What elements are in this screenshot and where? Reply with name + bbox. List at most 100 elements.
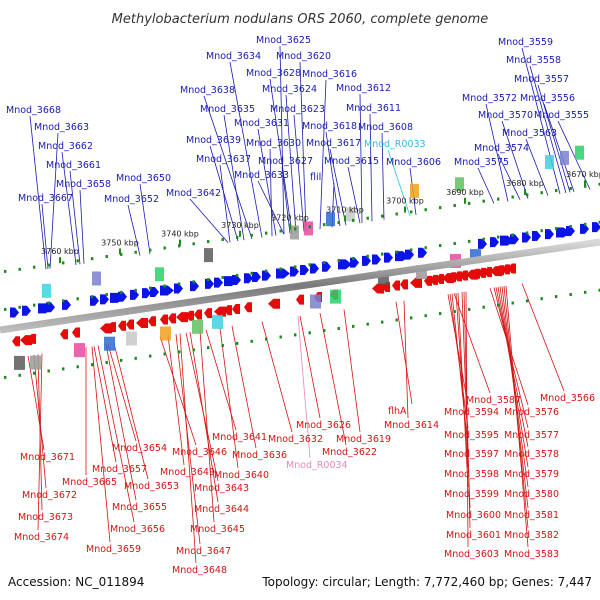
scale-row-outer-tick [511,195,514,199]
forward-gene-arrow [100,294,109,305]
scale-row-inner-tick [221,276,224,279]
leader-line-bottom [465,291,469,548]
gene-label-bottom: Mnod_3644 [194,504,249,515]
reverse-gene-arrow [436,274,444,285]
scale-row-outer-tick [18,267,21,271]
leader-line-top [319,79,327,230]
scale-row-below-tick [62,367,65,371]
gene-labels: Mnod_3668 Mnod_3663 Mnod_3662 Mnod_3661 Mnod… [6,35,595,576]
forward-gene-arrow [350,257,359,268]
feature-box-upper [304,221,313,236]
gene-label-top: Mnod_R0033 [364,139,426,150]
reverse-gene-arrow [410,277,422,288]
scale-row-outer-tick [439,206,442,210]
gene-label-top: Mnod_3608 [358,122,413,133]
leader-line-bottom [199,330,215,523]
scale-row-below-tick [381,320,384,324]
forward-gene-arrow [160,285,174,296]
leader-line-top [501,120,529,199]
feature-tracks [10,145,600,370]
scale-row-below-tick [33,371,36,375]
gene-label-top: Mnod_3572 [462,93,517,104]
scale-row-outer-tick [598,182,600,186]
scale-row-outer-tick [424,208,427,212]
leader-line-top [557,120,591,190]
forward-gene-arrow [142,288,151,299]
leader-line-bottom [451,293,469,448]
gene-label-top: Mnod_3558 [506,55,561,66]
leader-line-top [543,103,575,192]
reverse-gene-arrow [72,327,80,338]
scale-major-tick [404,206,406,213]
reverse-gene-arrow [502,264,510,275]
reverse-gene-arrow [460,270,468,281]
scale-row-inner-tick [192,280,195,284]
scale-row-inner-tick [410,248,413,252]
scale-row-outer-tick [555,189,558,193]
gene-label-top: Mnod_3616 [302,69,357,80]
scale-row-below-tick [337,327,340,330]
gene-label-top: Mnod_3663 [34,122,89,133]
leader-line-top [293,114,305,232]
forward-gene-arrow [118,291,127,302]
scale-row-below-tick [555,295,558,299]
feature-box-upper [410,183,419,198]
forward-gene-arrow [372,254,381,265]
scale-row-below-tick [265,337,268,341]
gene-label-top: Mnod_3662 [38,141,93,152]
scale-row-outer-tick [526,193,529,197]
forward-gene-arrow [130,289,139,300]
gene-label-top: Mnod_3623 [270,104,325,115]
gene-label-top: Mnod_3652 [104,194,159,205]
leader-line-bottom [403,300,409,419]
feature-box-upper [155,267,164,282]
gene-label-bottom: Mnod_3646 [172,447,227,458]
gene-label-bottom: Mnod_3632 [268,434,323,445]
scale-row-below-tick [395,318,398,322]
reverse-gene-arrow [176,312,188,323]
scale-row-outer-tick [178,244,181,248]
gene-label-bottom: Mnod_3598 [444,469,499,480]
gene-label-top: Mnod_3574 [474,143,529,154]
gene-label-bottom: Mnod_3645 [190,524,245,535]
scale-row-outer-tick [265,231,268,235]
scale-tick-label: 3670 kbp [566,170,600,179]
gene-label-top: Mnod_3611 [346,103,401,114]
gene-label-top: Mnod_3650 [116,173,171,184]
leader-line-bottom [91,346,111,543]
leader-line-bottom [189,332,219,503]
forward-gene-arrow [418,247,427,258]
scale-row-outer-tick [366,216,369,220]
scale-row-outer-tick [410,210,413,214]
leader-line-bottom [105,344,137,501]
forward-gene-arrow [276,268,290,279]
scale-row-below-tick [207,346,210,350]
gene-label-top: Mnod_3606 [386,157,441,168]
scale-major-tick [464,197,466,204]
scale-row-outer-tick [105,255,108,258]
scale-row-below-tick [4,375,7,379]
gene-label-bottom: Mnod_3580 [504,489,559,500]
leader-line-bottom [521,283,565,392]
map-title: Methylobacterium nodulans ORS 2060, comp… [112,12,489,27]
gene-label-bottom: Mnod_3603 [444,549,499,560]
scale-row-inner-tick [395,250,398,254]
forward-gene-arrow [252,272,261,283]
gene-label-bottom: Mnod_3626 [296,420,351,431]
forward-gene-arrow [174,283,183,294]
leader-line-bottom [453,293,491,394]
scale-row-inner-tick [134,288,137,292]
scale-row-inner-tick [105,293,108,296]
leader-line-top [69,170,81,265]
gene-label-top: Mnod_3658 [56,179,111,190]
scale-row-outer-tick [540,191,543,195]
leader-line-top [223,114,245,241]
leader-line-top [279,45,285,235]
feature-box-lower [126,331,137,346]
gene-label-top: Mnod_3627 [258,156,313,167]
gene-label-top: flil [310,172,321,183]
scale-row-below-tick [149,354,152,358]
scale-row-outer-tick [584,184,587,188]
leader-line-bottom [159,336,197,446]
gene-label-bottom: Mnod_3566 [540,393,595,404]
